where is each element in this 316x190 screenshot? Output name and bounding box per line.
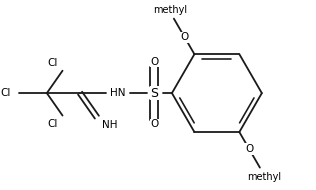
Text: S: S [150, 87, 158, 100]
Text: Cl: Cl [48, 119, 58, 129]
Text: O: O [150, 57, 158, 67]
Text: O: O [180, 32, 189, 42]
Text: methyl: methyl [247, 172, 281, 181]
Text: methyl: methyl [153, 5, 187, 15]
Text: O: O [245, 144, 253, 154]
Text: NH: NH [102, 120, 117, 130]
Text: O: O [150, 119, 158, 129]
Text: Cl: Cl [48, 58, 58, 68]
Text: HN: HN [110, 88, 126, 98]
Text: Cl: Cl [1, 88, 11, 98]
